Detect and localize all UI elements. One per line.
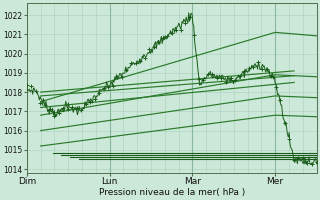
X-axis label: Pression niveau de la mer( hPa ): Pression niveau de la mer( hPa ) [99, 188, 245, 197]
